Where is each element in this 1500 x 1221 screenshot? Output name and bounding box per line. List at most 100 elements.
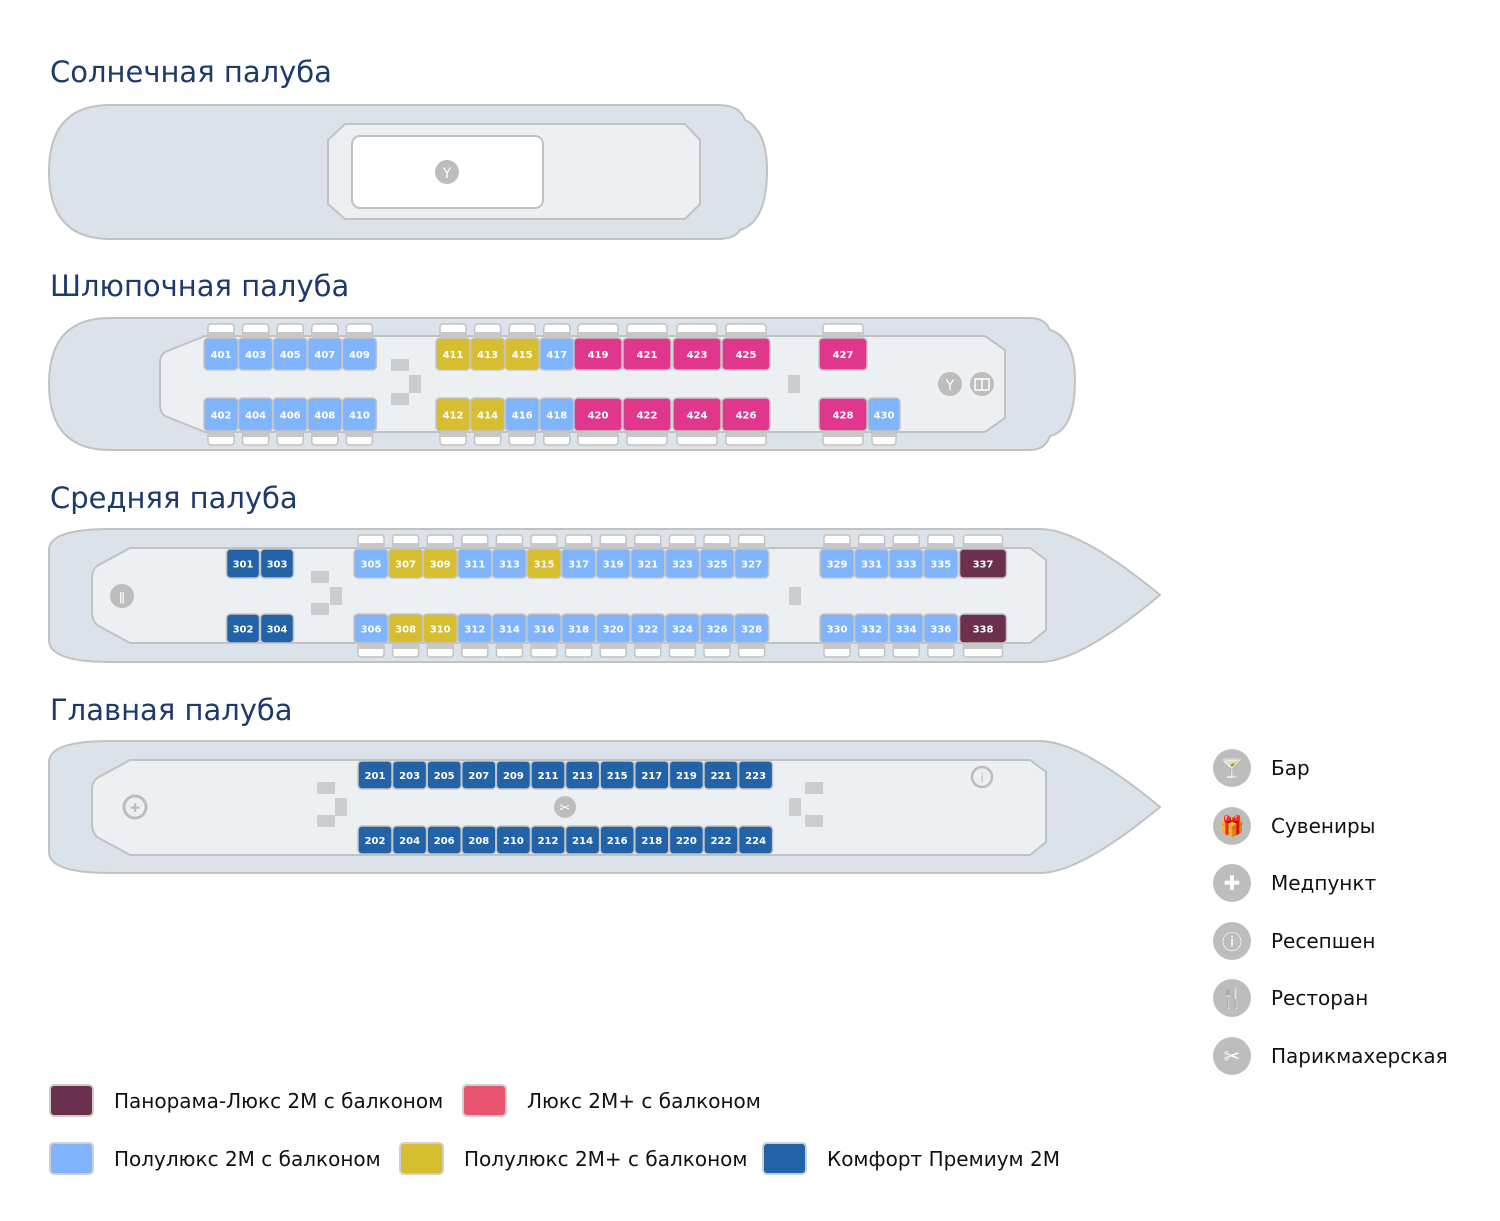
- cabin-324[interactable]: 324: [664, 613, 701, 644]
- cabin-426[interactable]: 426: [721, 397, 771, 432]
- cabin-422[interactable]: 422: [622, 397, 672, 432]
- cabin-333[interactable]: 333: [888, 548, 924, 579]
- cabin-419[interactable]: 419: [573, 337, 623, 371]
- cabin-214[interactable]: 214: [564, 825, 601, 855]
- cabin-box[interactable]: [225, 613, 261, 644]
- cabin-421[interactable]: 421: [622, 337, 672, 371]
- cabin-314[interactable]: 314: [491, 613, 528, 644]
- cabin-338[interactable]: 338: [958, 613, 1008, 644]
- cabin-323[interactable]: 323: [664, 548, 701, 579]
- cabin-410[interactable]: 410: [341, 397, 378, 432]
- cabin-322[interactable]: 322: [630, 613, 666, 644]
- cabin-424[interactable]: 424: [672, 397, 722, 432]
- cabin-221[interactable]: 221: [703, 760, 739, 790]
- cabin-334[interactable]: 334: [888, 613, 924, 644]
- cabin-207[interactable]: 207: [461, 760, 497, 790]
- cabin-216[interactable]: 216: [599, 825, 635, 855]
- cabin-box[interactable]: [733, 613, 770, 644]
- cabin-211[interactable]: 211: [530, 760, 566, 790]
- cabin-204[interactable]: 204: [391, 825, 428, 855]
- cabin-box[interactable]: [721, 397, 771, 432]
- cabin-212[interactable]: 212: [530, 825, 566, 855]
- cabin-409[interactable]: 409: [341, 337, 378, 371]
- cabin-box[interactable]: [867, 397, 901, 432]
- cabin-213[interactable]: 213: [564, 760, 601, 790]
- cabin-219[interactable]: 219: [668, 760, 705, 790]
- cabin-311[interactable]: 311: [457, 548, 493, 579]
- cabin-335[interactable]: 335: [923, 548, 959, 579]
- cabin-218[interactable]: 218: [634, 825, 670, 855]
- cabin-224[interactable]: 224: [737, 825, 774, 855]
- cabin-313[interactable]: 313: [491, 548, 528, 579]
- cabin-411[interactable]: 411: [435, 337, 471, 371]
- cabin-330[interactable]: 330: [819, 613, 855, 644]
- cabin-box[interactable]: [573, 397, 623, 432]
- cabin-332[interactable]: 332: [853, 613, 890, 644]
- cabin-326[interactable]: 326: [699, 613, 735, 644]
- cabin-428[interactable]: 428: [818, 397, 868, 432]
- cabin-box[interactable]: [721, 337, 771, 371]
- cabin-321[interactable]: 321: [630, 548, 666, 579]
- cabin-325[interactable]: 325: [699, 548, 735, 579]
- cabin-404[interactable]: 404: [237, 397, 274, 432]
- cabin-box[interactable]: [958, 613, 1008, 644]
- cabin-306[interactable]: 306: [353, 613, 389, 644]
- cabin-401[interactable]: 401: [203, 337, 239, 371]
- cabin-403[interactable]: 403: [237, 337, 274, 371]
- cabin-320[interactable]: 320: [595, 613, 631, 644]
- cabin-402[interactable]: 402: [203, 397, 239, 432]
- cabin-217[interactable]: 217: [634, 760, 670, 790]
- cabin-405[interactable]: 405: [272, 337, 308, 371]
- cabin-201[interactable]: 201: [357, 760, 393, 790]
- cabin-327[interactable]: 327: [733, 548, 770, 579]
- cabin-box[interactable]: [622, 397, 672, 432]
- cabin-box[interactable]: [225, 548, 261, 579]
- cabin-427[interactable]: 427: [818, 337, 868, 371]
- cabin-209[interactable]: 209: [495, 760, 532, 790]
- cabin-303[interactable]: 303: [259, 548, 295, 579]
- cabin-412[interactable]: 412: [435, 397, 471, 432]
- cabin-318[interactable]: 318: [560, 613, 597, 644]
- cabin-317[interactable]: 317: [560, 548, 597, 579]
- cabin-301[interactable]: 301: [225, 548, 261, 579]
- cabin-331[interactable]: 331: [853, 548, 890, 579]
- cabin-202[interactable]: 202: [357, 825, 393, 855]
- cabin-304[interactable]: 304: [259, 613, 295, 644]
- cabin-420[interactable]: 420: [573, 397, 623, 432]
- cabin-210[interactable]: 210: [495, 825, 532, 855]
- cabin-box[interactable]: [622, 337, 672, 371]
- cabin-box[interactable]: [923, 548, 959, 579]
- cabin-418[interactable]: 418: [539, 397, 575, 432]
- cabin-408[interactable]: 408: [307, 397, 343, 432]
- cabin-414[interactable]: 414: [469, 397, 506, 432]
- cabin-box[interactable]: [818, 337, 868, 371]
- cabin-312[interactable]: 312: [457, 613, 493, 644]
- cabin-430[interactable]: 430: [867, 397, 901, 432]
- cabin-box[interactable]: [737, 760, 774, 790]
- cabin-328[interactable]: 328: [733, 613, 770, 644]
- cabin-337[interactable]: 337: [958, 548, 1008, 579]
- cabin-413[interactable]: 413: [469, 337, 506, 371]
- cabin-336[interactable]: 336: [923, 613, 959, 644]
- cabin-box[interactable]: [733, 548, 770, 579]
- cabin-406[interactable]: 406: [272, 397, 308, 432]
- cabin-416[interactable]: 416: [504, 397, 540, 432]
- cabin-309[interactable]: 309: [422, 548, 458, 579]
- cabin-215[interactable]: 215: [599, 760, 635, 790]
- cabin-315[interactable]: 315: [526, 548, 562, 579]
- cabin-box[interactable]: [923, 613, 959, 644]
- cabin-203[interactable]: 203: [391, 760, 428, 790]
- cabin-307[interactable]: 307: [387, 548, 424, 579]
- cabin-220[interactable]: 220: [668, 825, 705, 855]
- cabin-425[interactable]: 425: [721, 337, 771, 371]
- cabin-208[interactable]: 208: [461, 825, 497, 855]
- cabin-205[interactable]: 205: [426, 760, 462, 790]
- cabin-222[interactable]: 222: [703, 825, 739, 855]
- cabin-310[interactable]: 310: [422, 613, 458, 644]
- cabin-305[interactable]: 305: [353, 548, 389, 579]
- cabin-box[interactable]: [672, 397, 722, 432]
- cabin-box[interactable]: [573, 337, 623, 371]
- cabin-206[interactable]: 206: [426, 825, 462, 855]
- cabin-box[interactable]: [341, 397, 378, 432]
- cabin-417[interactable]: 417: [539, 337, 575, 371]
